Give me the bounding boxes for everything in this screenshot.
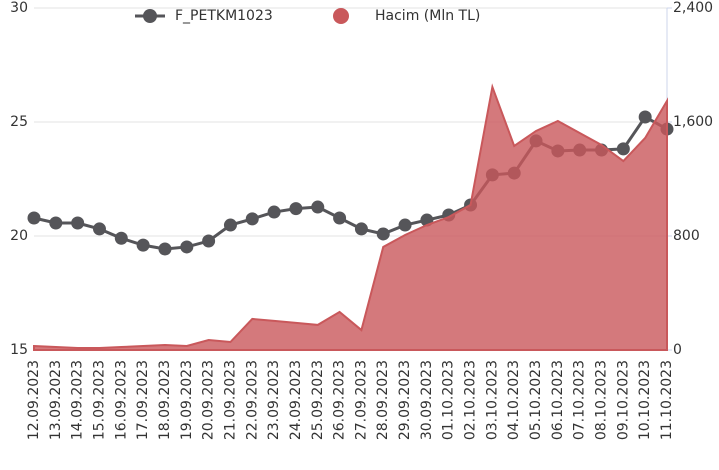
x-tick-label: 13.09.2023 [48, 360, 64, 440]
x-tick-label: 28.09.2023 [375, 360, 391, 440]
x-tick-label: 14.09.2023 [70, 360, 86, 440]
price-marker [638, 110, 652, 124]
legend-marker [333, 8, 349, 24]
price-marker [267, 205, 281, 219]
x-tick-label: 24.09.2023 [288, 360, 304, 440]
price-marker [398, 218, 412, 232]
price-marker [245, 212, 259, 226]
price-marker [158, 242, 172, 256]
x-tick-label: 26.09.2023 [332, 360, 348, 440]
x-tick-label: 16.09.2023 [113, 360, 129, 440]
x-tick-label: 02.10.2023 [463, 360, 479, 440]
y-tick-label: 25 [10, 114, 28, 130]
x-tick-label: 25.09.2023 [310, 360, 326, 440]
price-marker [114, 231, 128, 245]
x-tick-label: 12.09.2023 [26, 360, 42, 440]
x-tick-label: 22.09.2023 [244, 360, 260, 440]
x-tick-label: 23.09.2023 [266, 360, 282, 440]
x-tick-label: 20.09.2023 [201, 360, 217, 440]
price-marker [27, 211, 41, 225]
x-tick-label: 15.09.2023 [91, 360, 107, 440]
price-marker [616, 142, 630, 156]
x-tick-label: 04.10.2023 [506, 360, 522, 440]
price-marker [202, 234, 216, 248]
x-tick-label: 11.10.2023 [659, 360, 675, 440]
y2-tick-label: 800 [673, 228, 700, 244]
price-marker [71, 216, 85, 230]
legend-marker [143, 9, 157, 23]
price-marker [223, 218, 237, 232]
y2-tick-label: 2,400 [673, 0, 713, 16]
x-tick-label: 19.09.2023 [179, 360, 195, 440]
price-marker [354, 222, 368, 236]
price-marker [376, 227, 390, 241]
x-tick-label: 10.10.2023 [637, 360, 653, 440]
x-tick-label: 30.09.2023 [419, 360, 435, 440]
x-tick-label: 01.10.2023 [441, 360, 457, 440]
x-tick-label: 27.09.2023 [353, 360, 369, 440]
price-marker [333, 211, 347, 225]
y-tick-label: 15 [10, 342, 28, 358]
x-tick-label: 09.10.2023 [615, 360, 631, 440]
price-marker [49, 216, 63, 230]
price-marker [92, 222, 106, 236]
y-tick-label: 30 [10, 0, 28, 16]
volume-area [33, 83, 668, 351]
x-tick-label: 06.10.2023 [550, 360, 566, 440]
x-tick-label: 07.10.2023 [572, 360, 588, 440]
legend-label: F_PETKM1023 [175, 8, 273, 24]
y2-tick-label: 0 [673, 342, 682, 358]
x-tick-label: 21.09.2023 [222, 360, 238, 440]
legend-label: Hacim (Mln TL) [375, 8, 480, 24]
x-tick-label: 05.10.2023 [528, 360, 544, 440]
x-tick-label: 17.09.2023 [135, 360, 151, 440]
x-tick-label: 08.10.2023 [594, 360, 610, 440]
x-tick-label: 18.09.2023 [157, 360, 173, 440]
price-marker [311, 200, 325, 214]
price-marker [136, 238, 150, 252]
y2-tick-label: 1,600 [673, 114, 713, 130]
x-tick-label: 03.10.2023 [484, 360, 500, 440]
y-tick-label: 20 [10, 228, 28, 244]
price-marker [289, 202, 303, 216]
x-tick-label: 29.09.2023 [397, 360, 413, 440]
price-marker [180, 240, 194, 254]
